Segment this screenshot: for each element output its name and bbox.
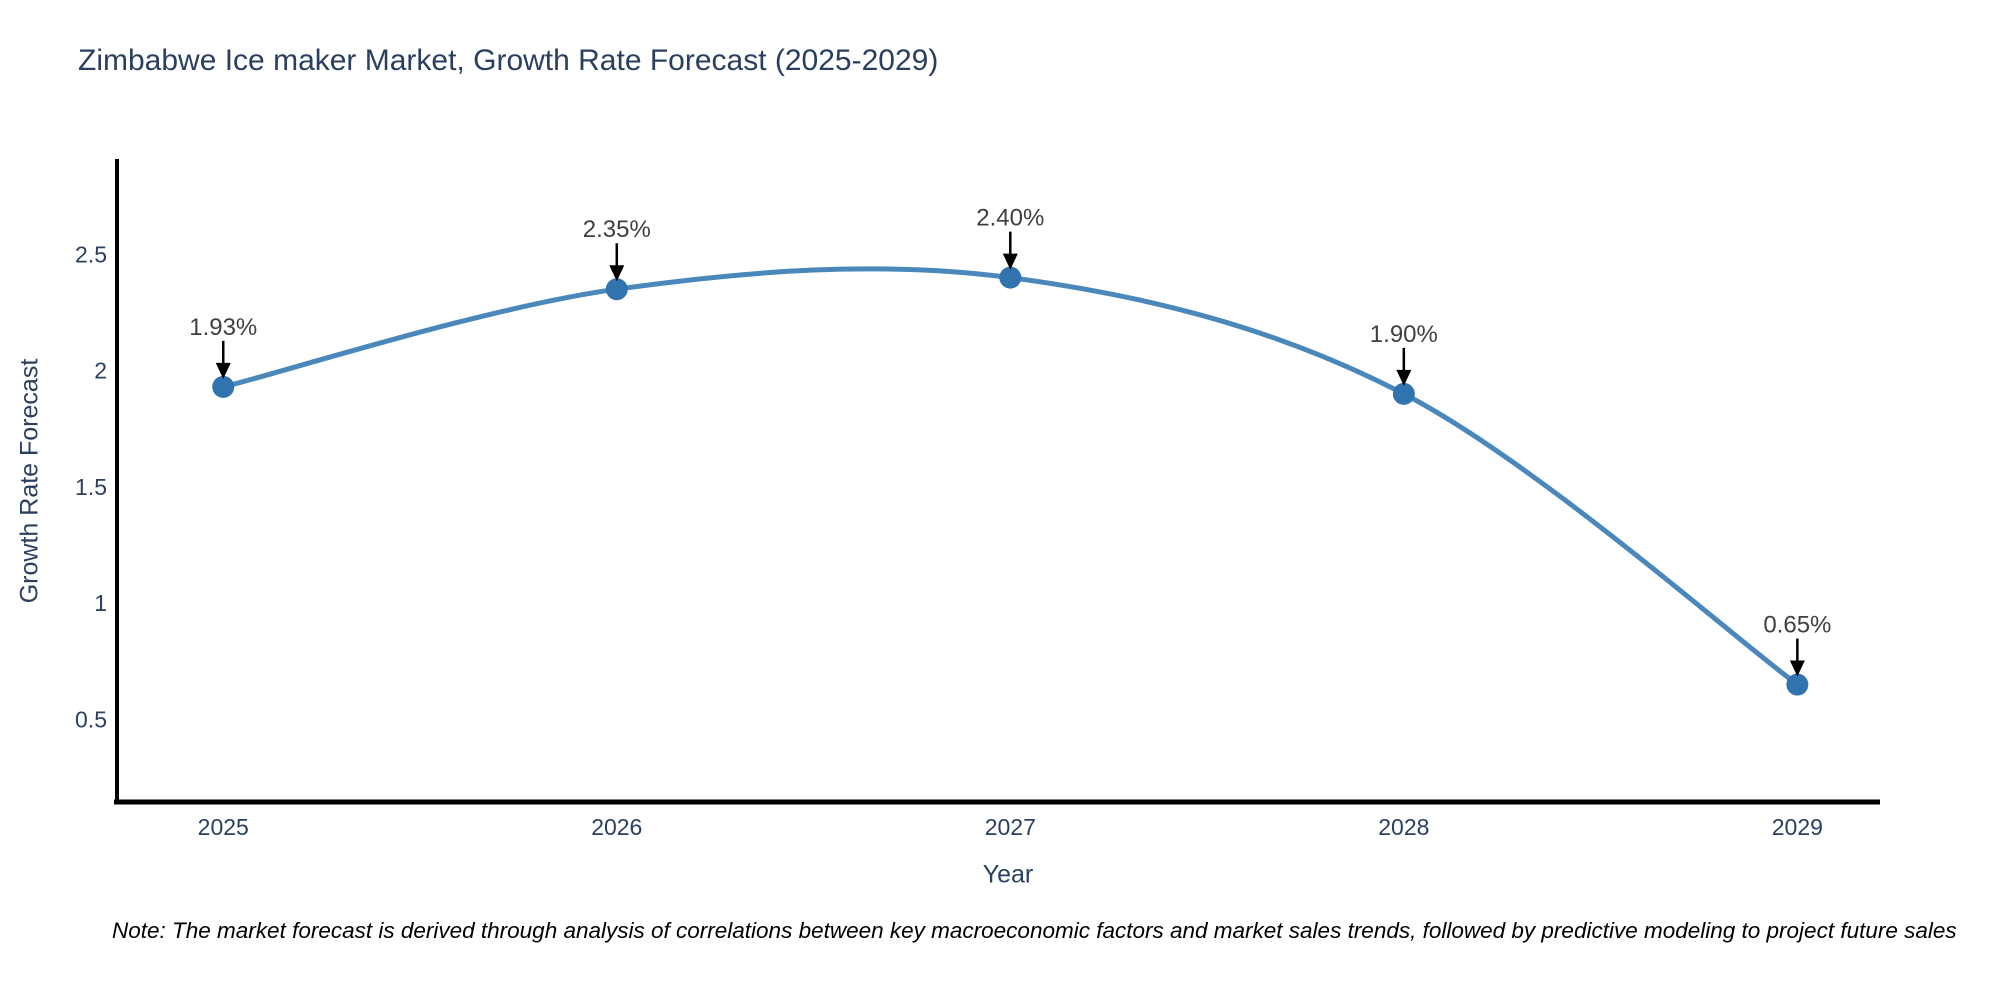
- x-axis-title: Year: [982, 860, 1034, 889]
- annotation-arrowhead: [1002, 253, 1018, 270]
- chart-title: Zimbabwe Ice maker Market, Growth Rate F…: [78, 44, 939, 77]
- data-point-2027[interactable]: [999, 266, 1022, 289]
- point-annotation-label: 1.93%: [189, 314, 257, 341]
- y-tick-label: 0.5: [75, 706, 107, 732]
- data-point-2029[interactable]: [1786, 673, 1809, 696]
- point-annotation-label: 2.35%: [583, 216, 651, 243]
- annotation-arrowhead: [1396, 369, 1412, 386]
- y-tick-label: 1.5: [75, 474, 107, 500]
- x-tick-label: 2027: [985, 814, 1036, 840]
- footnote: Note: The market forecast is derived thr…: [112, 918, 1957, 943]
- x-tick-label: 2028: [1378, 814, 1429, 840]
- forecast-line: [220, 266, 1800, 688]
- data-point-2028[interactable]: [1392, 382, 1415, 405]
- y-tick-label: 2: [94, 358, 107, 384]
- annotation-arrowhead: [609, 265, 625, 282]
- point-annotation-label: 0.65%: [1763, 612, 1831, 639]
- data-point-2025[interactable]: [212, 375, 235, 398]
- y-tick-label: 1: [94, 590, 107, 616]
- point-annotation-label: 1.90%: [1370, 321, 1438, 348]
- point-annotation-label: 2.40%: [976, 205, 1044, 232]
- x-tick-label: 2025: [198, 814, 249, 840]
- annotation-arrowhead: [215, 362, 231, 379]
- x-tick-label: 2026: [591, 814, 642, 840]
- annotation-arrowhead: [1789, 660, 1805, 677]
- x-tick-label: 2029: [1772, 814, 1823, 840]
- data-point-2026[interactable]: [605, 278, 628, 301]
- y-tick-label: 2.5: [75, 241, 107, 267]
